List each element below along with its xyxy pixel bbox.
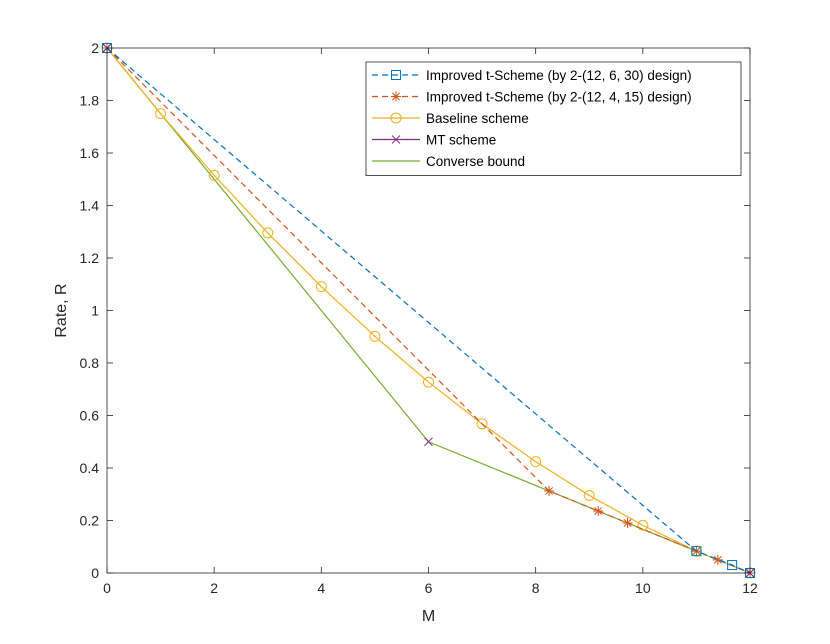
data-point-circle	[262, 227, 274, 239]
y-tick-label: 0.2	[80, 513, 100, 529]
y-tick-label: 2	[91, 40, 99, 56]
legend-item: MT scheme	[372, 133, 496, 148]
x-tick-label: 12	[742, 580, 758, 596]
x-stroke	[424, 437, 433, 447]
y-tick-label: 1.6	[80, 145, 100, 161]
y-tick-label: 0.4	[80, 460, 100, 476]
legend-label: Baseline scheme	[426, 111, 529, 126]
y-tick-label: 1.4	[80, 198, 100, 214]
series-line	[106, 47, 751, 574]
legend-item: Improved t-Scheme (by 2-(12, 6, 30) desi…	[372, 68, 692, 83]
data-point-circle	[208, 169, 220, 181]
x-tick-label: 6	[425, 580, 433, 596]
x-axis-label: M	[422, 608, 435, 625]
ticks-layer: 0 2 4 6 8 10 12 0 0.2 0.4 0.6 0.8 1 1.2 1.4 1.6 1.8 2	[80, 40, 758, 596]
y-tick-label: 0.8	[80, 355, 100, 371]
data-point-square	[691, 546, 702, 557]
data-point-asterisk	[544, 485, 555, 496]
data-point-circle	[476, 418, 488, 430]
data-point-asterisk	[391, 91, 401, 102]
asterisk-stroke	[594, 507, 603, 515]
y-tick-label: 0	[91, 565, 99, 581]
data-point-asterisk	[593, 506, 604, 517]
data-point-circle	[583, 489, 595, 501]
x-tick-label: 10	[635, 580, 651, 596]
legend-item: Improved t-Scheme (by 2-(12, 4, 15) desi…	[372, 90, 692, 105]
data-point-circle	[423, 376, 434, 388]
legend-label: Converse bound	[426, 154, 525, 169]
x-tick-label: 0	[103, 580, 111, 596]
data-point-circle	[390, 112, 402, 124]
legend-item: Converse bound	[372, 154, 525, 169]
data-point-circle	[637, 519, 649, 531]
asterisk-stroke	[392, 92, 400, 101]
data-point-square	[727, 560, 738, 571]
asterisk-stroke	[545, 487, 554, 495]
asterisk-stroke	[623, 519, 632, 527]
x-stroke	[391, 135, 401, 144]
legend-label: Improved t-Scheme (by 2-(12, 6, 30) desi…	[426, 68, 692, 83]
data-point-circle	[155, 108, 167, 120]
series-layer	[101, 42, 756, 579]
y-tick-label: 1	[91, 303, 99, 319]
legend-item: Baseline scheme	[372, 111, 529, 126]
series-line	[106, 47, 751, 574]
legend-label: Improved t-Scheme (by 2-(12, 4, 15) desi…	[426, 90, 692, 105]
y-tick-label: 0.6	[80, 408, 100, 424]
y-tick-label: 1.2	[80, 250, 100, 266]
legend-label: MT scheme	[426, 133, 496, 148]
x-tick-label: 4	[317, 580, 325, 596]
data-point-asterisk	[622, 517, 633, 528]
x-tick-label: 2	[210, 580, 218, 596]
y-tick-label: 1.8	[80, 93, 100, 109]
data-point-x	[424, 437, 433, 447]
legend-box	[365, 61, 742, 176]
data-point-circle	[315, 281, 327, 293]
x-tick-label: 8	[532, 580, 540, 596]
data-point-circle	[530, 456, 542, 468]
y-axis-label: Rate, R	[53, 283, 70, 337]
data-point-square	[391, 70, 401, 80]
asterisk-stroke	[713, 555, 722, 564]
data-point-circle	[369, 330, 381, 342]
legend: Improved t-Scheme (by 2-(12, 6, 30) desi…	[365, 61, 742, 176]
data-point-x	[391, 135, 401, 144]
data-point-asterisk	[712, 554, 723, 565]
